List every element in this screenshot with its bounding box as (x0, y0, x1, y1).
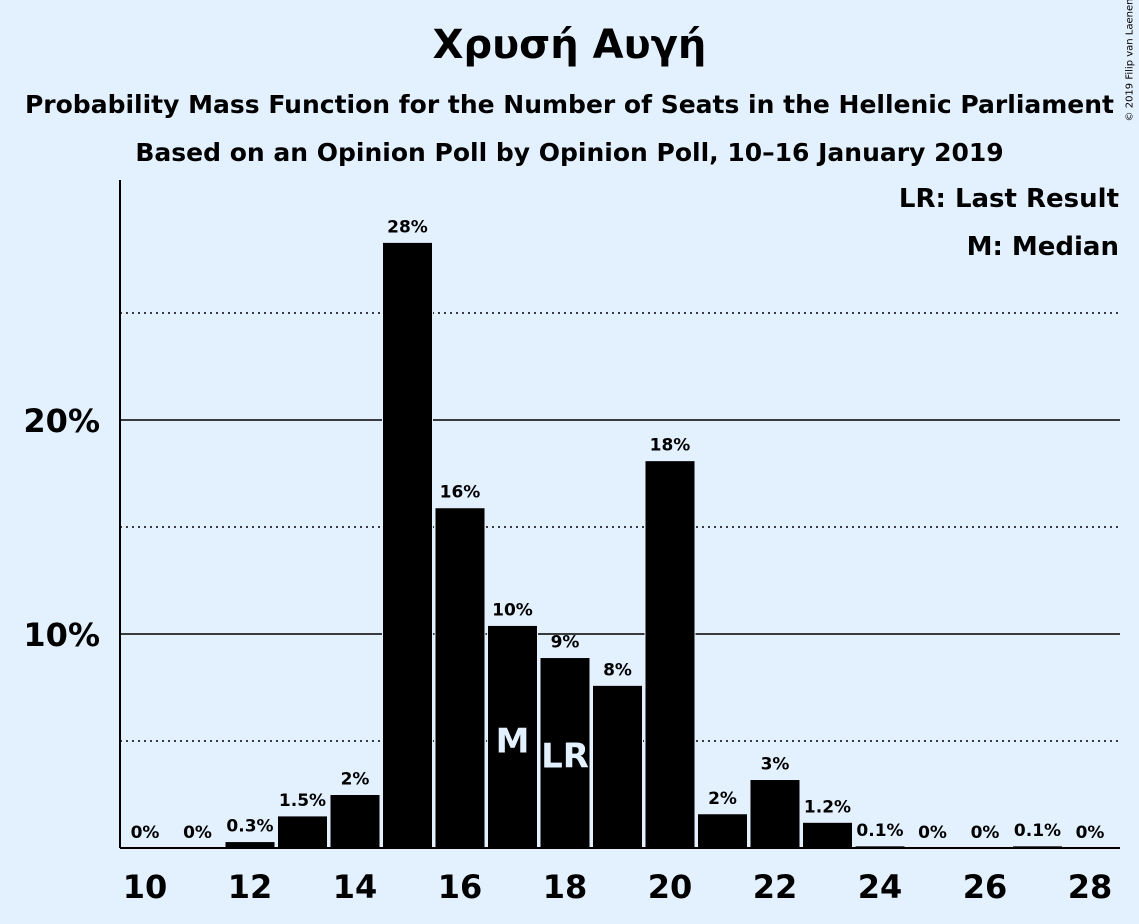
x-tick-label: 16 (438, 868, 483, 906)
bar-value-label: 0% (918, 823, 947, 843)
bar-13 (277, 815, 328, 849)
bar-value-label: 10% (492, 600, 533, 620)
bar-value-label: 1.5% (279, 791, 326, 811)
x-tick-label: 14 (333, 868, 378, 906)
bar-value-label: 0% (131, 823, 160, 843)
bar-value-label: 0.3% (226, 817, 273, 837)
bar-18 (539, 657, 591, 849)
bar-15 (382, 241, 433, 849)
bar-16 (434, 507, 486, 849)
x-tick-label: 22 (753, 868, 798, 906)
chart-title: Χρυσή Αυγή (432, 22, 707, 68)
x-tick-label: 12 (228, 868, 273, 906)
bar-21 (697, 813, 748, 849)
bar-value-label: 9% (551, 633, 580, 653)
chart-subtitle-2: Based on an Opinion Poll by Opinion Poll… (135, 138, 1004, 167)
bar-value-label: 18% (650, 436, 691, 456)
y-tick-label: 10% (23, 616, 100, 654)
bar-value-label: 8% (603, 660, 632, 680)
x-tick-label: 24 (858, 868, 903, 906)
y-tick-label: 20% (23, 402, 100, 440)
bar-22 (749, 779, 801, 849)
bar-value-label: 0% (1076, 823, 1105, 843)
median-marker: M (496, 721, 530, 761)
bar-23 (802, 821, 853, 849)
bar-19 (592, 684, 643, 849)
bar-20 (644, 460, 696, 849)
bar-value-label: 0.1% (856, 821, 903, 841)
legend-last-result: LR: Last Result (898, 184, 1119, 214)
bar-value-label: 1.2% (804, 797, 851, 817)
bar-14 (329, 794, 381, 849)
bar-17 (487, 624, 538, 849)
bar-value-label: 0.1% (1014, 821, 1061, 841)
x-tick-label: 10 (123, 868, 168, 906)
bar-value-label: 2% (708, 789, 737, 809)
bar-value-label: 2% (341, 770, 370, 790)
x-tick-label: 26 (963, 868, 1008, 906)
bar-value-label: 0% (971, 823, 1000, 843)
x-tick-label: 28 (1068, 868, 1113, 906)
legend-median: M: Median (966, 232, 1119, 262)
bar-value-label: 28% (387, 217, 428, 237)
last-result-marker: LR (541, 737, 589, 777)
x-tick-label: 18 (543, 868, 588, 906)
bar-value-label: 16% (440, 483, 481, 503)
x-tick-label: 20 (648, 868, 693, 906)
bar-value-label: 0% (183, 823, 212, 843)
bar-value-label: 3% (761, 755, 790, 775)
chart-subtitle: Probability Mass Function for the Number… (24, 90, 1115, 119)
